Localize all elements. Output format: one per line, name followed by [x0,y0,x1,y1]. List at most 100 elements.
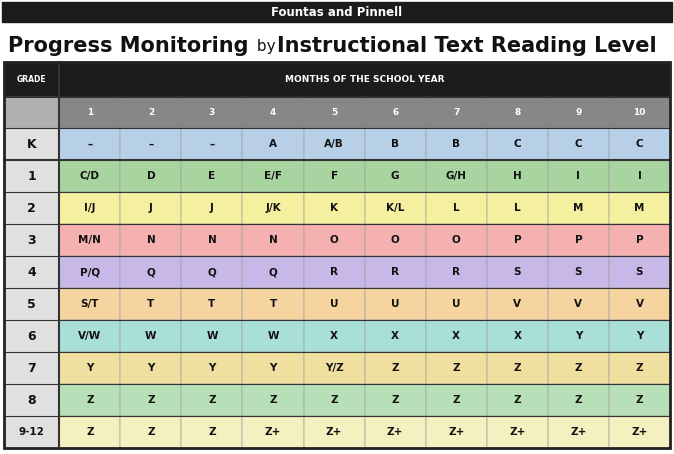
Bar [365,416,426,448]
Text: Z: Z [636,363,643,373]
Bar [181,224,243,256]
Text: Q: Q [269,267,278,277]
Text: K: K [330,203,338,213]
Bar [59,97,121,128]
Text: Z: Z [392,363,399,373]
Text: Z+: Z+ [265,427,281,437]
Bar [181,416,243,448]
Text: Q: Q [208,267,216,277]
Text: S: S [575,267,582,277]
Text: Q: Q [146,267,155,277]
Text: M/N: M/N [78,235,101,245]
Text: R: R [452,267,460,277]
Bar [303,160,365,192]
Bar [365,256,426,288]
Bar [59,384,121,416]
Text: A/B: A/B [324,139,344,149]
Text: 4: 4 [27,266,36,279]
Text: M: M [573,203,584,213]
Text: F: F [330,171,338,181]
Bar [426,416,487,448]
Text: X: X [391,331,399,341]
Bar [426,384,487,416]
Bar [4,62,670,448]
Bar [426,224,487,256]
Bar [426,192,487,224]
Text: D: D [146,171,155,181]
Bar [487,288,548,320]
Bar [548,192,609,224]
Text: Z: Z [269,395,277,405]
Text: 7: 7 [453,108,460,117]
Bar [4,224,59,256]
Bar [181,288,243,320]
Bar [243,320,303,352]
Text: Z+: Z+ [326,427,342,437]
Bar [365,97,426,128]
Bar [303,352,365,384]
Bar [121,192,181,224]
Bar [609,160,670,192]
Text: Y: Y [575,331,582,341]
Bar [121,384,181,416]
Text: O: O [391,235,400,245]
Bar [181,128,243,160]
Bar [609,256,670,288]
Text: R: R [391,267,399,277]
Bar [181,97,243,128]
Text: K/L: K/L [386,203,404,213]
Text: G: G [391,171,400,181]
Bar [487,97,548,128]
Text: S/T: S/T [81,299,99,309]
Bar [548,97,609,128]
Text: Z: Z [452,395,460,405]
Bar [487,416,548,448]
Bar [487,224,548,256]
Text: H: H [513,171,522,181]
Bar [365,352,426,384]
Text: V: V [514,299,521,309]
Bar [4,352,59,384]
Text: I: I [638,171,642,181]
Bar [609,384,670,416]
Bar [609,320,670,352]
Bar [426,320,487,352]
Text: Fountas and Pinnell: Fountas and Pinnell [272,5,402,19]
Bar [426,352,487,384]
Bar [487,160,548,192]
Bar [487,256,548,288]
Text: W: W [268,331,279,341]
Text: N: N [269,235,278,245]
Bar [609,97,670,128]
Text: O: O [452,235,460,245]
Bar [2,2,672,22]
Bar [609,288,670,320]
Text: –: – [87,139,92,149]
Bar [303,384,365,416]
Bar [181,160,243,192]
Text: X: X [330,331,338,341]
Text: K: K [27,138,36,151]
Text: P: P [514,235,521,245]
Bar [59,160,121,192]
Text: A: A [269,139,277,149]
Text: X: X [514,331,521,341]
Text: 10: 10 [634,108,646,117]
Text: 5: 5 [331,108,337,117]
Text: N: N [208,235,216,245]
Text: B: B [452,139,460,149]
Text: U: U [391,299,400,309]
Bar [243,256,303,288]
Bar [121,352,181,384]
Text: E/F: E/F [264,171,282,181]
Bar [365,288,426,320]
Bar [303,256,365,288]
Bar [4,288,59,320]
Text: S: S [514,267,521,277]
Text: V/W: V/W [78,331,102,341]
Text: J: J [210,203,214,213]
Bar [59,128,121,160]
Bar [548,288,609,320]
Text: Y: Y [636,331,643,341]
Text: Z+: Z+ [632,427,648,437]
